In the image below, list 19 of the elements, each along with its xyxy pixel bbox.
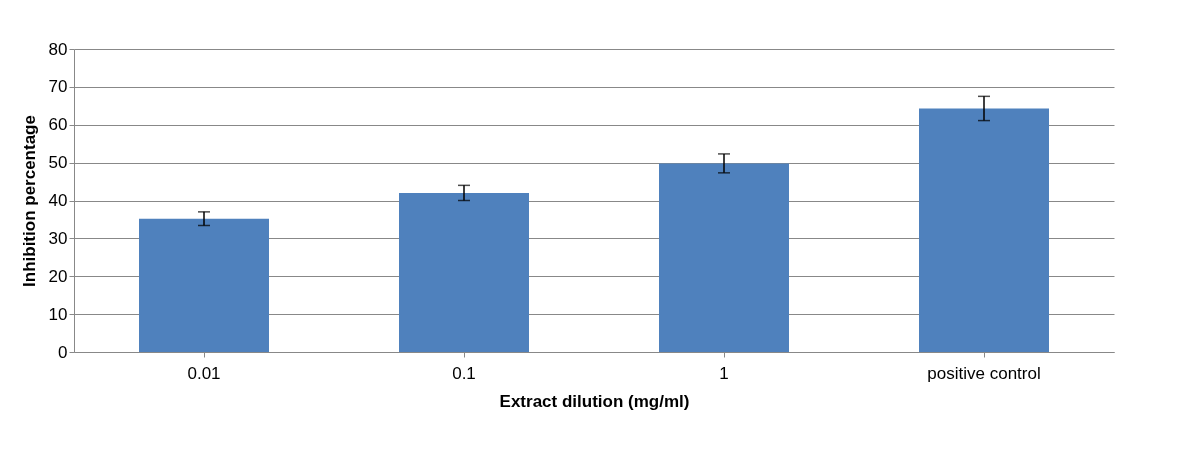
x-tick-label: 0.01 <box>187 363 221 383</box>
y-axis-title: Inhibition percentage <box>19 115 39 287</box>
y-tick-label: 10 <box>48 304 68 324</box>
x-tick-label: 1 <box>719 363 729 383</box>
bar <box>659 163 789 352</box>
y-tick-label: 60 <box>48 115 68 135</box>
x-tick-label: positive control <box>927 363 1041 383</box>
y-tick-label: 20 <box>48 266 68 286</box>
y-tick-label: 70 <box>48 77 68 97</box>
y-tick-label: 30 <box>48 228 68 248</box>
y-tick-label: 40 <box>48 191 68 210</box>
bar <box>139 218 269 352</box>
bar <box>919 108 1049 352</box>
bar <box>399 192 529 352</box>
y-tick-label: 50 <box>48 153 68 173</box>
x-axis-title: Extract dilution (mg/ml) <box>499 391 690 411</box>
y-tick-label: 80 <box>48 39 68 59</box>
x-tick-label: 0.1 <box>452 363 476 383</box>
y-tick-label: 0 <box>58 342 68 362</box>
